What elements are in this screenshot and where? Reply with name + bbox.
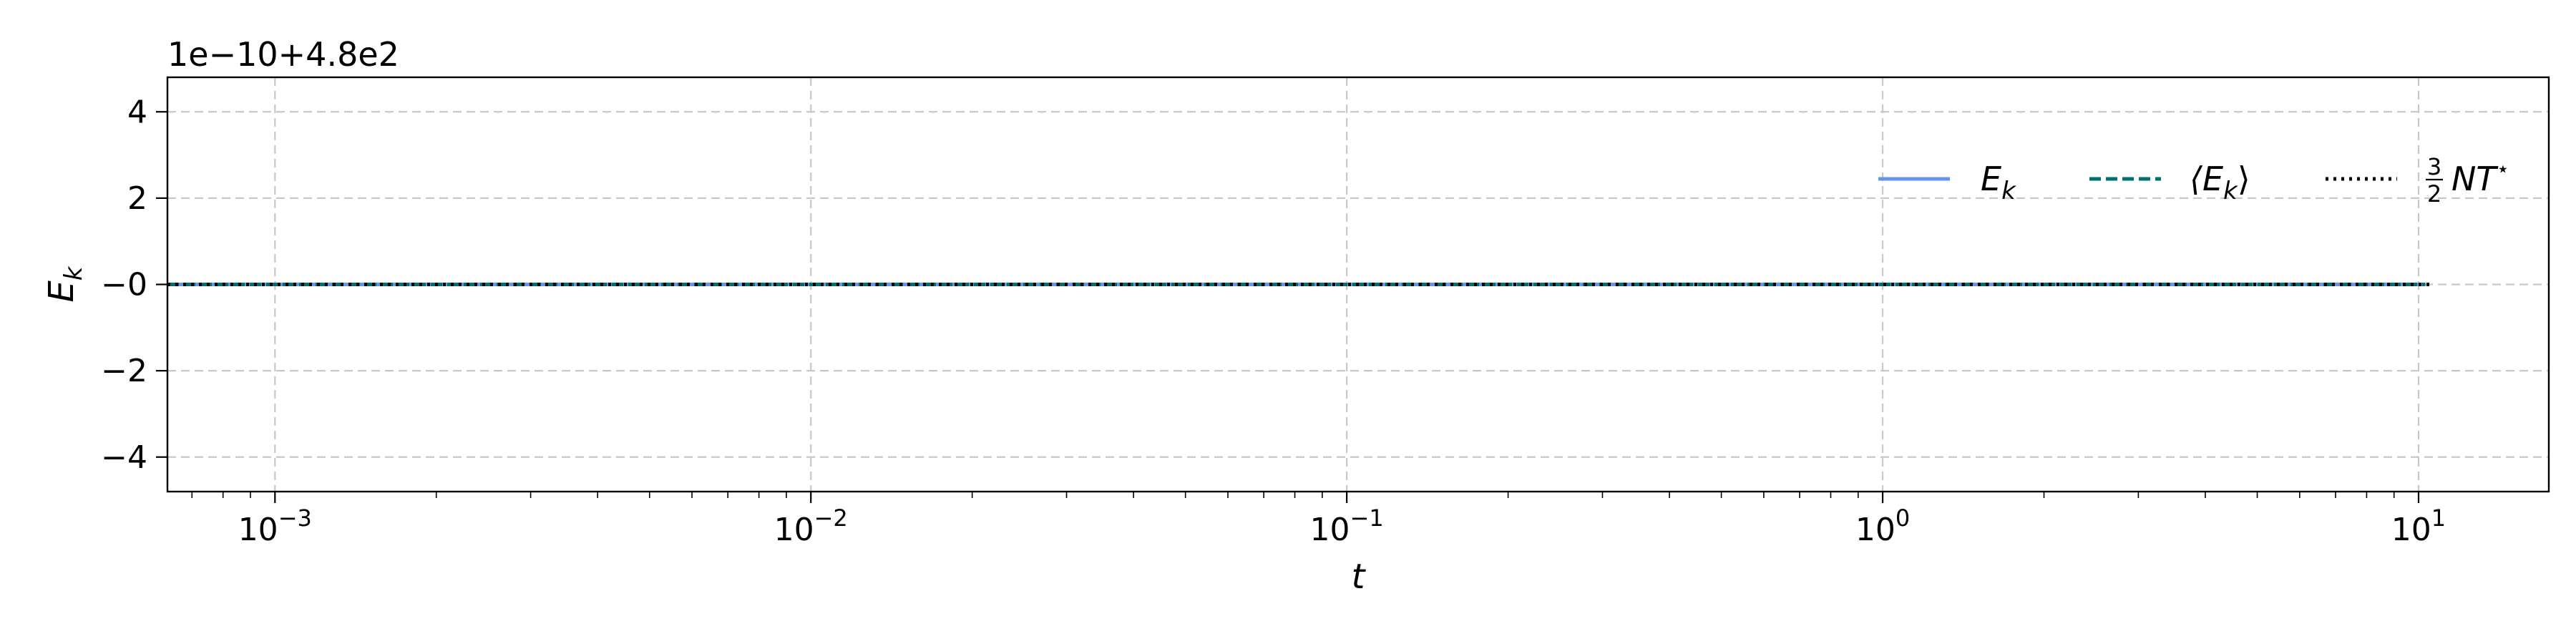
legend-label: ⟨Ek⟩: [2190, 160, 2250, 205]
y-axis-label-subscript: k: [59, 265, 88, 280]
legend-label: NT⋆: [2451, 157, 2509, 198]
y-tick-label: −4: [101, 439, 147, 476]
y-tick-label: 4: [127, 94, 147, 130]
x-tick-base: 10: [2391, 512, 2431, 548]
legend-label-superscript: ⋆: [2497, 157, 2510, 182]
x-tick-label: 10−2: [774, 504, 848, 548]
x-tick-label: 10−3: [238, 504, 312, 548]
y-tick-label: −0: [101, 267, 147, 303]
legend-label-name: E: [1981, 160, 2001, 198]
legend-label-subscript: k: [2223, 177, 2238, 205]
x-tick-base: 10: [238, 512, 278, 548]
legend-label-name: ⟨E: [2190, 160, 2223, 198]
x-tick-exponent: −2: [814, 504, 848, 532]
x-tick-label: 10−1: [1310, 504, 1384, 548]
x-tick-exponent: −1: [1350, 504, 1384, 532]
x-tick-label: 101: [2391, 504, 2446, 548]
y-offset-text: 1e−10+4.8e2: [167, 35, 399, 74]
x-tick-base: 10: [1855, 512, 1896, 548]
x-tick-exponent: 1: [2431, 504, 2446, 532]
y-axis-label-base: E: [42, 280, 82, 303]
x-tick-base: 10: [774, 512, 814, 548]
legend-label-name: NT: [2451, 160, 2499, 198]
x-axis-label: t: [1352, 557, 1367, 597]
legend: Ek ⟨Ek⟩ 32 NT⋆: [1878, 153, 2509, 208]
x-tick-exponent: −3: [278, 504, 312, 532]
y-tick-label: −2: [101, 353, 147, 389]
x-tick-label: 100: [1855, 504, 1910, 548]
y-tick-label: 2: [127, 180, 147, 217]
x-tick-base: 10: [1310, 512, 1350, 548]
legend-label: Ek: [1981, 160, 2016, 205]
legend-fraction-denominator: 2: [2427, 180, 2441, 208]
legend-fraction-numerator: 3: [2427, 153, 2441, 180]
x-tick-exponent: 0: [1896, 504, 1910, 532]
legend-label-suffix: ⟩: [2238, 160, 2250, 198]
y-axis-label: Ek: [42, 265, 88, 302]
legend-label-subscript: k: [2001, 177, 2016, 205]
